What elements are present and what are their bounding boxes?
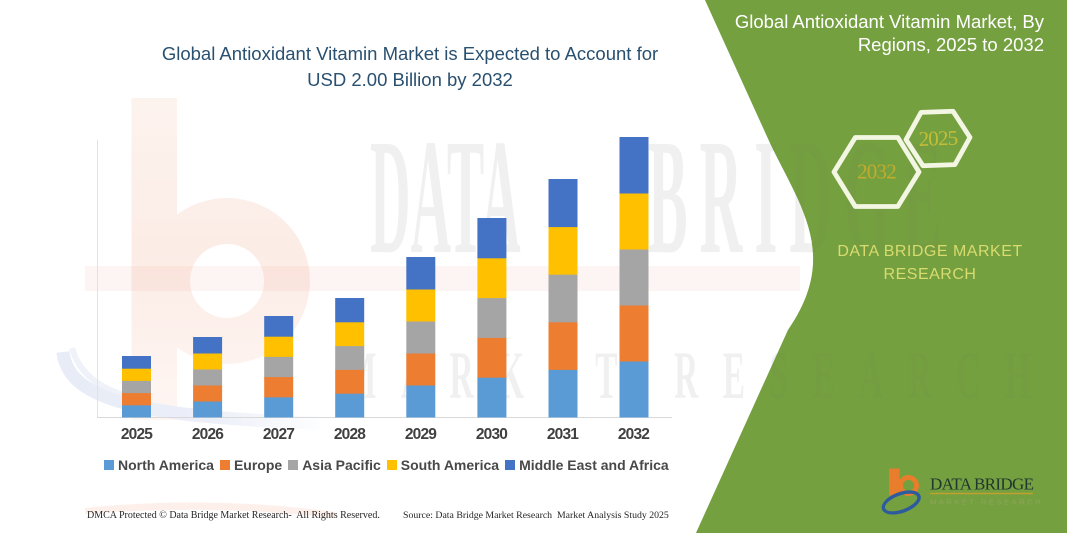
svg-text:2025: 2025 (918, 126, 958, 151)
svg-text:MARKET RESEARCH: MARKET RESEARCH (930, 498, 1043, 507)
svg-text:2032: 2032 (857, 160, 896, 184)
svg-text:DATA BRIDGE: DATA BRIDGE (930, 475, 1034, 494)
